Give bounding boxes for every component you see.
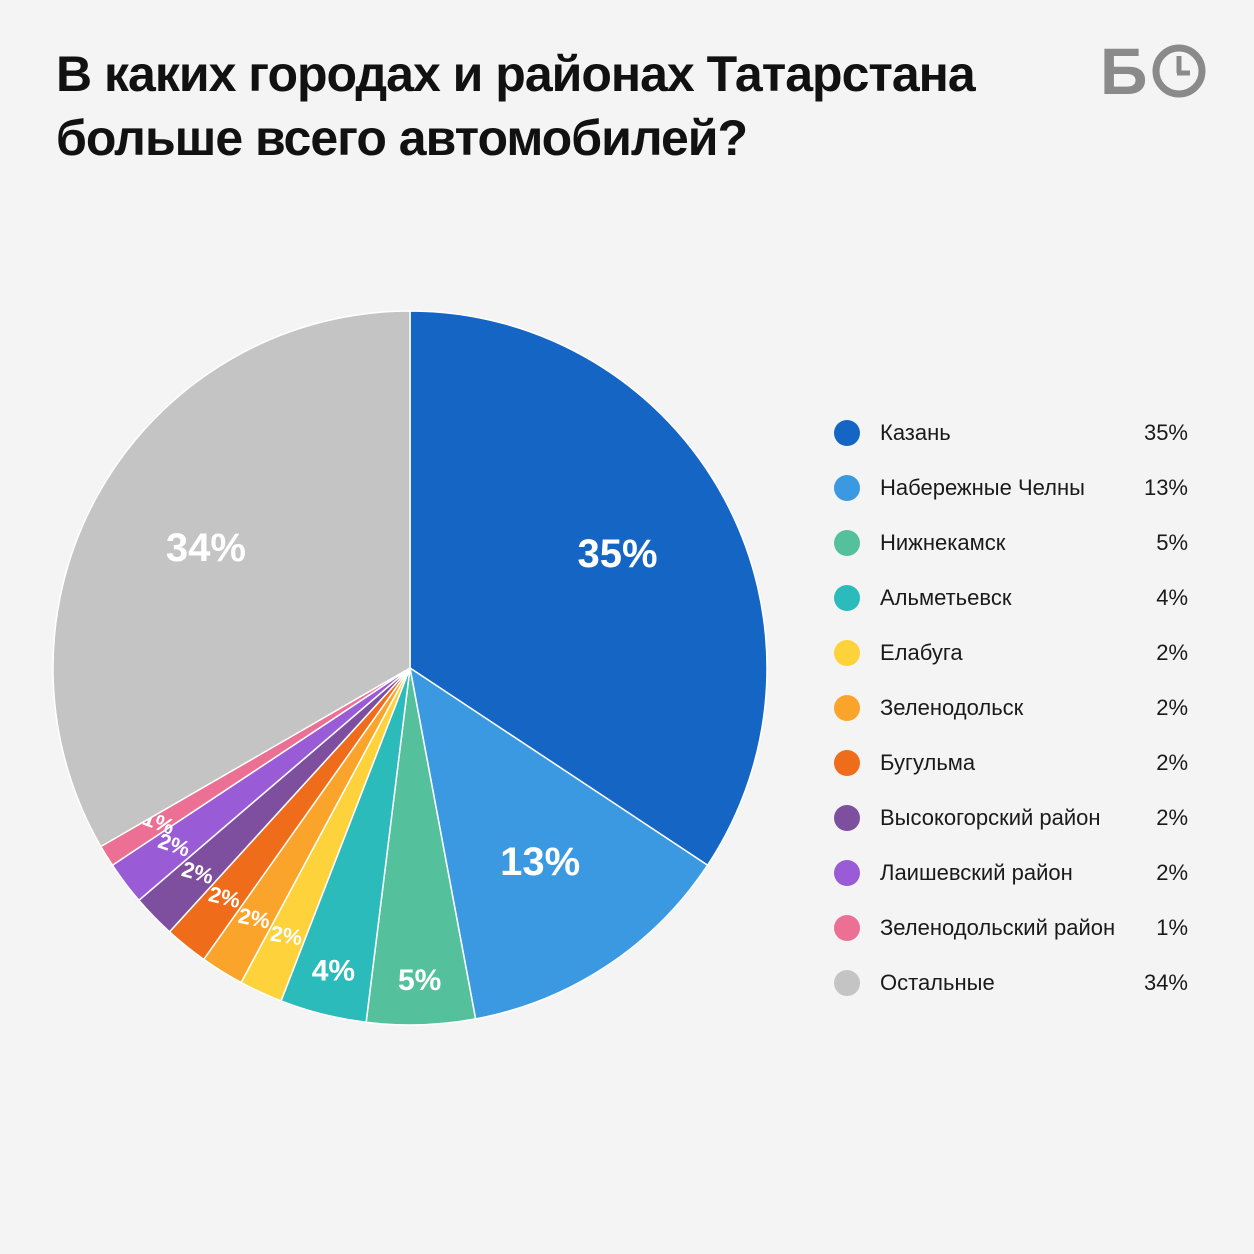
pie-chart: 35%13%5%4%2%2%2%2%2%1%34% [52,310,768,1026]
pie-slice-label-4: 2% [269,921,304,950]
legend-label: Бугульма [880,750,976,775]
legend-value: 5% [1156,530,1188,555]
legend-item-0: Казань 35% [830,408,1190,463]
pie-slice-label-2: 5% [398,964,441,997]
legend-item-5: Зеленодольск 2% [830,683,1190,738]
pie-slice-label-10: 34% [166,526,246,570]
legend-label: Нижнекамск [880,530,1006,555]
legend-value: 2% [1156,805,1188,830]
legend-value: 35% [1143,420,1188,445]
legend-value: 1% [1156,915,1188,940]
legend-item-3: Альметьевск 4% [830,573,1190,628]
legend-value: 13% [1143,475,1188,500]
legend-label: Высокогорский район [880,805,1101,830]
clock-icon [1152,44,1206,98]
legend-label: Зеленодольск [880,695,1024,720]
pie-slice-label-3: 4% [312,955,355,988]
legend-swatch [834,640,860,666]
legend-swatch [834,695,860,721]
legend-label: Набережные Челны [880,475,1085,500]
legend-swatch [834,750,860,776]
legend-label: Альметьевск [880,585,1012,610]
pie-slice-label-0: 35% [578,532,658,576]
chart-title: В каких городах и районах Татарстана бол… [56,46,976,166]
legend-value: 4% [1156,585,1188,610]
legend-value: 2% [1156,860,1188,885]
legend-swatch [834,805,860,831]
legend-item-9: Зеленодольский район 1% [830,903,1190,958]
legend-label: Остальные [880,970,995,995]
legend-label: Елабуга [880,640,963,665]
legend-swatch [834,915,860,941]
pie-slice-label-5: 2% [236,903,272,934]
legend-item-6: Бугульма 2% [830,738,1190,793]
legend-swatch [834,585,860,611]
logo-letter: Б [1100,34,1148,108]
legend-label: Казань [880,420,951,445]
legend-swatch [834,475,860,501]
logo: Б [1100,36,1210,106]
legend-item-1: Набережные Челны 13% [830,463,1190,518]
legend-label: Лаишевский район [880,860,1073,885]
legend-swatch [834,420,860,446]
legend-swatch [834,860,860,886]
pie-slice-10 [52,310,411,848]
pie-slice-label-1: 13% [500,840,580,884]
legend-swatch [834,530,860,556]
legend-item-2: Нижнекамск 5% [830,518,1190,573]
legend-value: 2% [1156,695,1188,720]
legend-item-10: Остальные 34% [830,958,1190,1013]
legend-value: 2% [1156,750,1188,775]
legend-value: 34% [1143,970,1188,995]
legend-item-4: Елабуга 2% [830,628,1190,683]
legend-label: Зеленодольский район [880,915,1116,940]
legend: Казань 35% Набережные Челны 13% Нижнекамск 5%… [830,408,1190,1013]
legend-value: 2% [1156,640,1188,665]
legend-swatch [834,970,860,996]
legend-item-7: Высокогорский район 2% [830,793,1190,848]
pie-slice-1 [408,666,709,1020]
legend-item-8: Лаишевский район 2% [830,848,1190,903]
